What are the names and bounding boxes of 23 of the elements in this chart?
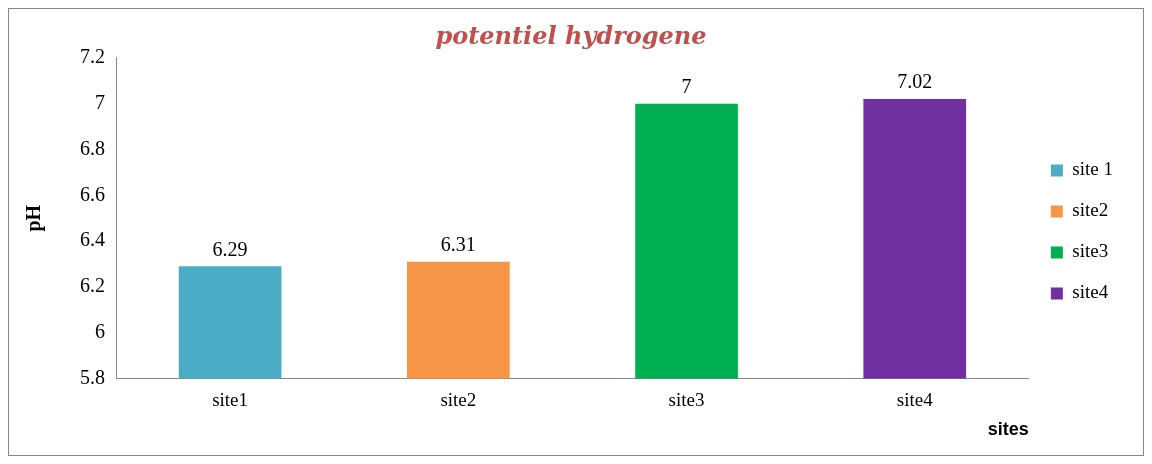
y-tick-label: 7.2 bbox=[80, 45, 105, 68]
data-label: 6.29 bbox=[212, 237, 248, 260]
x-axis-title: sites bbox=[987, 419, 1029, 440]
data-label: 7.02 bbox=[897, 70, 933, 93]
x-tick-label: site3 bbox=[668, 388, 705, 410]
y-axis-title: pH bbox=[22, 204, 46, 232]
legend-label: site3 bbox=[1072, 240, 1109, 262]
y-tick-label: 6 bbox=[95, 320, 105, 343]
x-tick-label: site2 bbox=[440, 388, 477, 410]
y-tick-label: 6.4 bbox=[80, 228, 105, 251]
y-tick-label: 6.8 bbox=[80, 136, 105, 159]
data-label: 7 bbox=[681, 74, 692, 97]
x-tick-label: site4 bbox=[896, 388, 934, 410]
chart-title: potentiel hydrogene bbox=[435, 20, 707, 50]
legend-label: site 1 bbox=[1072, 158, 1114, 180]
data-label: 6.31 bbox=[440, 232, 476, 255]
legend-label: site4 bbox=[1072, 281, 1109, 303]
x-tick-label: site1 bbox=[212, 388, 249, 410]
y-tick-label: 5.8 bbox=[80, 365, 105, 388]
y-tick-label: 6.2 bbox=[80, 274, 105, 297]
y-tick-label: 7 bbox=[95, 90, 105, 113]
legend-label: site2 bbox=[1072, 199, 1109, 221]
y-tick-label: 6.6 bbox=[80, 182, 105, 205]
